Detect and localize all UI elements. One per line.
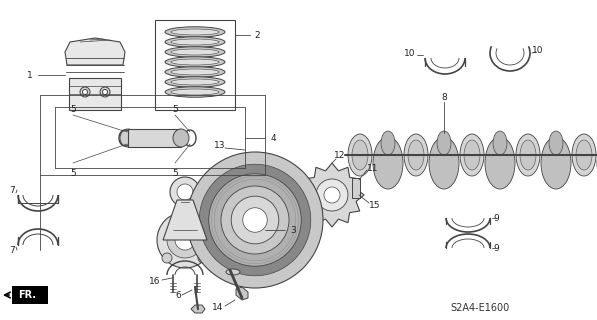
Ellipse shape [381,131,395,155]
Polygon shape [300,163,364,227]
Bar [69,78,121,110]
Text: 5: 5 [70,105,76,114]
Ellipse shape [165,47,225,57]
Circle shape [157,212,213,268]
Text: 2: 2 [254,30,260,39]
Ellipse shape [165,37,225,47]
Text: 16: 16 [149,277,161,286]
Ellipse shape [171,69,219,75]
Circle shape [175,230,195,250]
Text: 6: 6 [175,292,181,300]
Text: 15: 15 [370,201,381,210]
Circle shape [221,186,289,254]
Ellipse shape [541,137,571,189]
Text: 4: 4 [270,133,276,142]
Ellipse shape [165,57,225,67]
Text: 3: 3 [290,226,296,235]
Text: 5: 5 [70,169,76,178]
Text: S2A4-E1600: S2A4-E1600 [450,303,510,313]
Ellipse shape [429,137,459,189]
Ellipse shape [171,89,219,95]
Ellipse shape [520,140,536,170]
Polygon shape [163,200,207,240]
Ellipse shape [171,29,219,35]
Bar [12,286,48,304]
Text: 5: 5 [172,169,178,178]
Text: 13: 13 [214,140,226,149]
Ellipse shape [173,129,189,147]
Ellipse shape [165,87,225,97]
Circle shape [198,253,208,263]
Ellipse shape [516,134,540,176]
Bar [155,20,235,110]
Text: 14: 14 [213,303,224,313]
Ellipse shape [171,79,219,85]
Ellipse shape [165,27,225,37]
Circle shape [324,187,340,203]
Text: 9: 9 [493,213,499,222]
Circle shape [167,222,203,258]
Ellipse shape [373,137,403,189]
Ellipse shape [549,131,563,155]
Ellipse shape [171,49,219,55]
Ellipse shape [171,59,219,65]
Circle shape [243,208,267,232]
Ellipse shape [464,140,480,170]
Text: 7: 7 [9,186,15,195]
Ellipse shape [120,129,136,147]
Text: 1: 1 [27,70,33,79]
Circle shape [103,90,107,94]
Circle shape [187,152,323,288]
Ellipse shape [576,140,592,170]
Ellipse shape [460,134,484,176]
Text: 8: 8 [441,92,447,101]
Circle shape [82,90,88,94]
Polygon shape [191,305,205,313]
Circle shape [80,87,90,97]
Text: 10: 10 [404,49,416,58]
Circle shape [209,174,301,266]
Circle shape [100,87,110,97]
Circle shape [316,179,348,211]
Ellipse shape [408,140,424,170]
Ellipse shape [352,140,368,170]
Text: 7: 7 [9,245,15,254]
Polygon shape [65,38,125,65]
Polygon shape [236,287,248,300]
Ellipse shape [485,137,515,189]
Ellipse shape [404,134,428,176]
Ellipse shape [348,134,372,176]
Text: 5: 5 [172,105,178,114]
Ellipse shape [493,131,507,155]
Ellipse shape [165,77,225,87]
Text: 11: 11 [367,164,378,172]
Ellipse shape [572,134,596,176]
Circle shape [177,184,193,200]
Ellipse shape [171,39,219,45]
Circle shape [170,177,200,207]
Text: FR.: FR. [18,290,36,300]
Text: 10: 10 [533,45,544,54]
Text: 9: 9 [493,244,499,252]
Bar [128,129,181,147]
Text: 12: 12 [334,150,346,159]
Ellipse shape [165,67,225,77]
Circle shape [199,164,311,276]
Circle shape [231,196,279,244]
Circle shape [162,253,172,263]
Ellipse shape [437,131,451,155]
Ellipse shape [226,269,240,275]
FancyBboxPatch shape [352,178,360,198]
